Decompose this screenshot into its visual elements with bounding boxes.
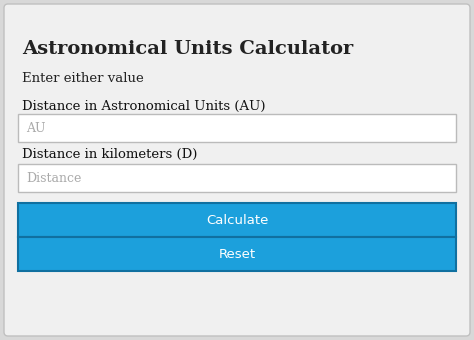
Text: Distance in kilometers (D): Distance in kilometers (D) bbox=[22, 148, 197, 161]
Text: AU: AU bbox=[26, 121, 46, 135]
Text: Reset: Reset bbox=[219, 248, 255, 260]
Text: Calculate: Calculate bbox=[206, 214, 268, 226]
FancyBboxPatch shape bbox=[18, 114, 456, 142]
FancyBboxPatch shape bbox=[18, 164, 456, 192]
Text: Distance: Distance bbox=[26, 171, 82, 185]
Text: Distance in Astronomical Units (AU): Distance in Astronomical Units (AU) bbox=[22, 100, 265, 113]
Text: Astronomical Units Calculator: Astronomical Units Calculator bbox=[22, 40, 353, 58]
Text: Enter either value: Enter either value bbox=[22, 72, 144, 85]
FancyBboxPatch shape bbox=[18, 203, 456, 237]
FancyBboxPatch shape bbox=[4, 4, 470, 336]
FancyBboxPatch shape bbox=[18, 237, 456, 271]
